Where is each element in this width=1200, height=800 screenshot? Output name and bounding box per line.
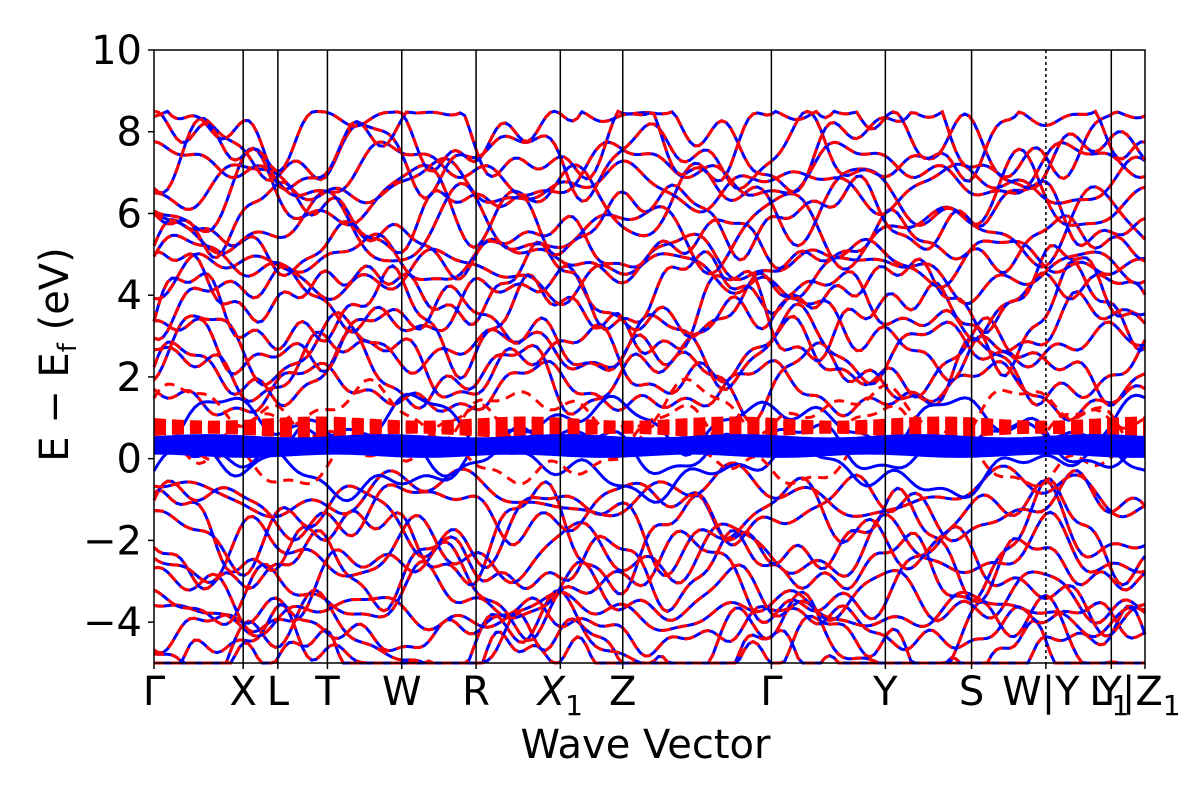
x-tick-label: T: [314, 669, 340, 715]
x-tick-label: Γ: [143, 669, 166, 715]
x-tick-label: Γ: [760, 669, 783, 715]
y-tick-label: 6: [117, 191, 142, 237]
flat-band-blue: [153, 434, 1146, 443]
band-line-red-dashed: [152, 259, 1146, 381]
band-line-red-dashed: [153, 247, 1146, 306]
y-tick-label: 4: [117, 273, 142, 319]
band-line-red-dashed: [152, 208, 1146, 281]
x-tick-label: Y|Z1: [1096, 669, 1180, 722]
y-axis-ticks: −4 −2 0 2 4 6 8 10: [83, 28, 154, 646]
band-line-red-dashed: [153, 476, 1146, 578]
band-line-red-dashed: [153, 140, 1146, 198]
band-line-red-dashed: [153, 359, 1146, 422]
x-tick-label: W: [382, 669, 422, 715]
band-line-red-dashed: [153, 264, 1147, 342]
band-line-red-dashed: [153, 596, 1146, 658]
x-tick-label: Y: [872, 669, 898, 715]
y-axis-label-tail: (eV): [32, 247, 78, 343]
y-axis-label: E − Ef (eV): [32, 247, 83, 462]
band-line-red-dashed: [153, 146, 1146, 249]
flat-band-red: [153, 416, 1146, 426]
y-axis-label-main: E − E: [32, 352, 78, 462]
y-tick-label: 2: [117, 355, 142, 401]
x-tick-label: S: [959, 669, 984, 715]
band-line-blue: [153, 510, 1146, 585]
plot-frame: [153, 49, 1146, 664]
y-axis-label-sub: f: [53, 342, 83, 352]
x-tick-label: L1: [1089, 669, 1129, 722]
x-tick-label: L: [267, 669, 290, 715]
band-line-red-dashed: [153, 240, 1147, 335]
band-line-red-dashed: [152, 302, 1146, 391]
x-axis-label: Wave Vector: [521, 722, 772, 768]
band-line-red-dashed: [153, 529, 1147, 614]
band-line-red-dashed: [153, 284, 1146, 383]
y-tick-label: −4: [83, 600, 142, 646]
bands-group: [152, 109, 1147, 665]
band-line-red-dashed: [153, 589, 1146, 638]
band-line-red-dashed: [153, 477, 1147, 603]
x-tick-label: Z: [609, 669, 636, 715]
band-line-red-dashed: [152, 328, 1147, 425]
y-tick-label: −2: [83, 518, 142, 564]
band-line-red-dashed: [153, 155, 1146, 217]
band-line-red-dashed: [153, 109, 1147, 203]
x-tick-label: W|Y: [1002, 669, 1080, 715]
band-line-red-dashed: [153, 314, 1146, 407]
kpoint-lines: [242, 50, 1113, 663]
x-tick-label: X: [229, 669, 256, 715]
x-tick-label: R: [462, 669, 490, 715]
band-line-crossing: [152, 437, 1146, 504]
y-tick-label: 0: [117, 437, 142, 483]
band-line-red-dashed: [152, 469, 1147, 547]
x-tick-label: X1: [536, 669, 583, 722]
y-tick-label: 10: [91, 28, 142, 74]
y-tick-label: 8: [117, 110, 142, 156]
x-axis-ticks: Γ X L T W R X1 Z Γ Y S W|Y L1Y|Z1: [143, 663, 1181, 722]
band-line-red-dashed: [153, 461, 1146, 519]
flat-band-blue: [154, 449, 1146, 458]
band-line-red-dashed: [153, 109, 1145, 183]
band-line-red-dashed: [153, 559, 1146, 626]
flat-band-red: [153, 419, 1146, 429]
